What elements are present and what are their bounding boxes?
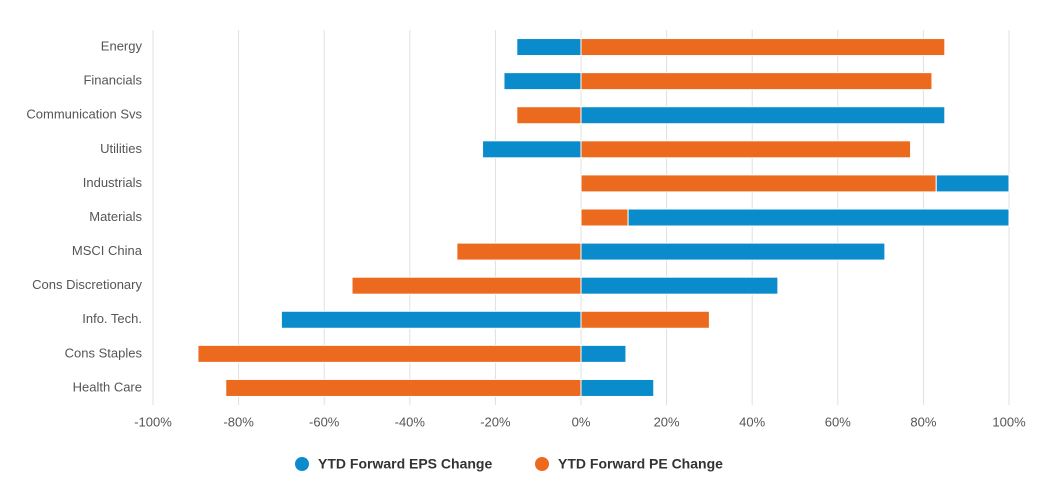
bar: [503, 72, 582, 91]
bar: [580, 140, 912, 159]
bar: [580, 174, 937, 193]
bar: [516, 38, 582, 57]
y-tick-label: Utilities: [100, 141, 142, 156]
legend-marker: [295, 457, 309, 471]
x-tick-label: 60%: [825, 414, 851, 429]
x-tick-label: -80%: [223, 414, 254, 429]
bar: [580, 378, 655, 397]
y-tick-label: Cons Staples: [65, 345, 143, 360]
y-tick-label: Info. Tech.: [82, 311, 142, 326]
bar: [351, 276, 582, 295]
y-tick-label: Industrials: [83, 175, 143, 190]
bar: [580, 208, 629, 227]
y-tick-label: Cons Discretionary: [32, 277, 142, 292]
bar: [482, 140, 582, 159]
y-tick-label: Energy: [101, 38, 143, 53]
bar: [456, 242, 582, 261]
bar: [580, 310, 710, 329]
x-tick-label: 20%: [654, 414, 680, 429]
bar: [197, 344, 582, 363]
y-tick-label: Materials: [89, 209, 142, 224]
x-tick-label: 0%: [572, 414, 591, 429]
bar: [280, 310, 582, 329]
x-tick-label: 100%: [992, 414, 1026, 429]
bar: [580, 38, 946, 57]
legend-marker: [535, 457, 549, 471]
bar: [580, 72, 933, 91]
x-tick-label: 40%: [739, 414, 765, 429]
x-tick-label: -100%: [134, 414, 172, 429]
bar: [580, 344, 627, 363]
bar: [627, 208, 1010, 227]
x-tick-label: -20%: [480, 414, 511, 429]
bar: [580, 106, 946, 125]
x-tick-label: -40%: [395, 414, 426, 429]
y-tick-label: Communication Svs: [26, 107, 142, 122]
bar: [935, 174, 1010, 193]
y-tick-label: MSCI China: [72, 243, 143, 258]
y-tick-label: Financials: [83, 73, 142, 88]
x-tick-label: 80%: [910, 414, 936, 429]
bar: [225, 378, 582, 397]
bar: [516, 106, 582, 125]
y-tick-label: Health Care: [73, 379, 142, 394]
x-tick-label: -60%: [309, 414, 340, 429]
legend-text: YTD Forward EPS Change: [318, 456, 492, 472]
legend-text: YTD Forward PE Change: [558, 456, 723, 472]
bar: [580, 242, 886, 261]
bar: [580, 276, 779, 295]
